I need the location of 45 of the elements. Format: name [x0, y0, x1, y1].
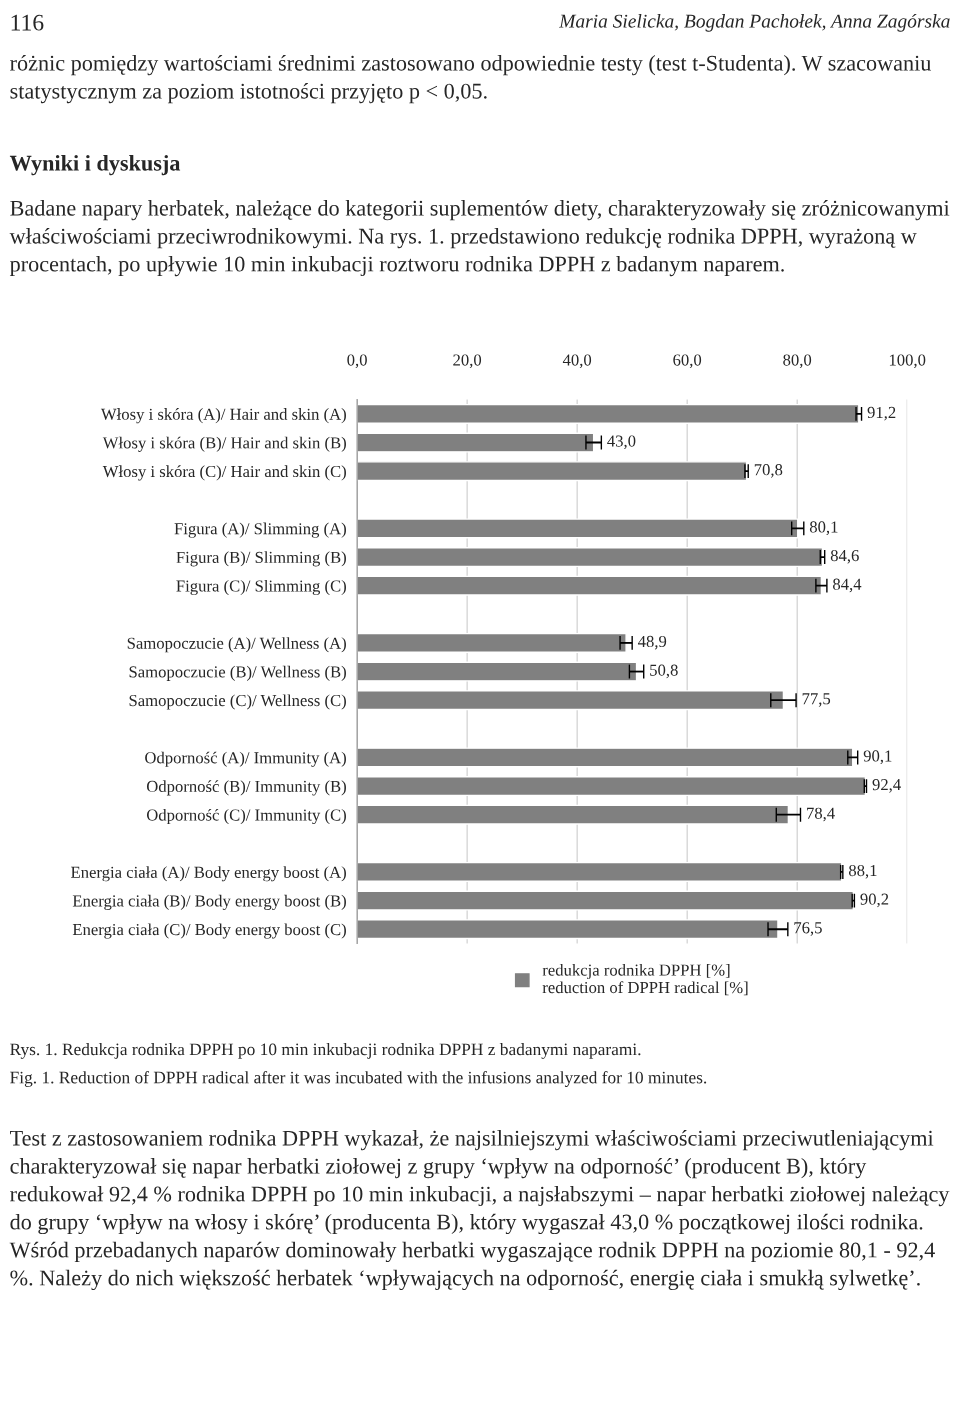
- text: Badane napary herbatek, należące do kategorii suplementów diety, charakteryzowały się zróżnicowanymi właściwościami przeciwrodnikowymi. Na rys. 1. przedstawiono redukcję rodnika DPPH, wyrażoną w procentach, po upływie 10 min inkubacji roztworu rodnika DPPH z badanym naparem.: [9, 200, 950, 277]
- y-tick-label: Figura (A)/ Slimming (A): [174, 522, 346, 538]
- data-label: 92,4: [872, 779, 901, 793]
- data-label: 50,8: [650, 664, 678, 679]
- text: Wyniki i dyskusja: [9, 155, 181, 176]
- y-tick-label: Samopoczucie (C)/ Wellness (C): [129, 694, 346, 710]
- y-tick-label: Samopoczucie (B)/ Wellness (B): [129, 665, 346, 681]
- data-label: 78,4: [807, 807, 835, 822]
- text: Maria Sielicka, Bogdan Pachołek, Anna Zagórska: [558, 14, 950, 32]
- x-tick-label: 40,0: [562, 354, 592, 369]
- data-label: 84,6: [830, 549, 859, 564]
- legend-label: redukcja rodnika DPPH [%] reduction of DPPH radical [%]: [542, 963, 748, 996]
- y-tick-label: Odporność (A)/ Immunity (A): [145, 751, 346, 767]
- text: Test z zastosowaniem rodnika DPPH wykazał, że najsilniejszymi właściwościami przeciwutleniającymi charakteryzował się napar herbatki ziołowej z grupy ‘wpływ na odporność’ (producent B), który redukował 92,4 % rodnika DPPH po 10 min inkubacji, a najsłabszymi – napar herbatki ziołowej należący do grupy ‘wpływ na włosy i skórę’ (producenta B), który wygaszał 43,0 % początkowej ilości rodnika. Wśród przebadanych naparów dominowały herbatki wygaszające rodnik DPPH na poziomie 80,1 - 92,4 %. Należy do nich większość herbatek ‘wpływających na odporność, energię ciała i smukłą sylwetkę’.: [9, 1130, 950, 1291]
- data-label: 48,9: [637, 635, 667, 650]
- x-tick-label: 100,0: [889, 354, 926, 369]
- y-tick-label: Włosy i skóra (A)/ Hair and skin (A): [100, 408, 346, 424]
- y-tick-label: Włosy i skóra (C)/ Hair and skin (C): [102, 465, 346, 481]
- text: 116: [11, 14, 44, 31]
- y-tick-label: Energia ciała (C)/ Body energy boost (C): [72, 923, 346, 939]
- data-label: 90,1: [863, 750, 892, 765]
- data-label: 90,2: [860, 893, 889, 908]
- x-tick-label: 60,0: [673, 354, 702, 369]
- data-label: 84,4: [833, 578, 862, 593]
- data-label: 43,0: [607, 435, 636, 450]
- x-tick-label: 20,0: [453, 354, 482, 369]
- data-label: 70,8: [754, 464, 783, 478]
- y-tick-label: Figura (B)/ Slimming (B): [176, 551, 346, 567]
- y-tick-label: Energia ciała (A)/ Body energy boost (A): [71, 866, 346, 882]
- data-label: 80,1: [809, 521, 838, 535]
- y-tick-label: Samopoczucie (A)/ Wellness (A): [127, 637, 346, 653]
- text: różnic pomiędzy wartościami średnimi zastosowano odpowiednie testy (test t-Studenta). W szacowaniu statystycznym za poziom istotności przyjęto p < 0,05.: [10, 55, 932, 104]
- x-tick-label: 80,0: [783, 354, 812, 369]
- y-tick-label: Figura (C)/ Slimming (C): [176, 579, 346, 596]
- data-label: 76,5: [794, 922, 822, 936]
- y-tick-label: Odporność (C)/ Immunity (C): [146, 808, 346, 825]
- data-label: 88,1: [848, 864, 877, 879]
- data-label: 77,5: [802, 693, 831, 707]
- text: Rys. 1. Redukcja rodnika DPPH po 10 min inkubacji rodnika DPPH z badanymi naparami.: [10, 1043, 641, 1059]
- y-tick-label: Odporność (B)/ Immunity (B): [146, 780, 346, 796]
- x-tick-label: 0,0: [347, 354, 367, 369]
- data-label: 91,2: [867, 406, 896, 421]
- y-tick-label: Energia ciała (B)/ Body energy boost (B): [72, 894, 346, 910]
- caption: Fig. 1. Reduction of DPPH radical after it was incubated with the infusions analyzed for 10 minutes.: [10, 1071, 707, 1087]
- y-tick-label: Włosy i skóra (B)/ Hair and skin (B): [102, 436, 346, 452]
